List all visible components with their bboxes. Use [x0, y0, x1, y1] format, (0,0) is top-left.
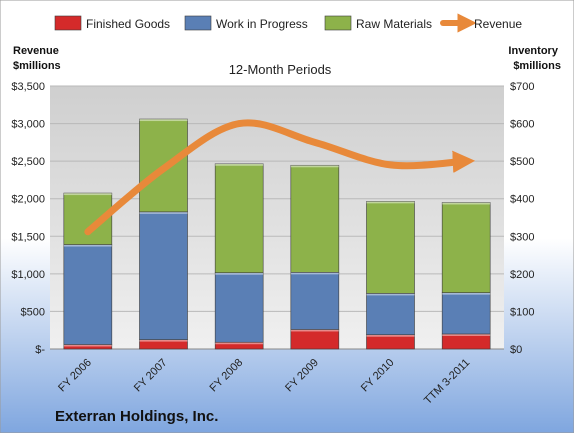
right-tick-label: $300 — [510, 231, 534, 243]
right-tick-label: $400 — [510, 194, 534, 206]
bar-segment-highlight — [366, 293, 415, 296]
right-axis-title-line-1: Inventory — [508, 45, 558, 57]
bar-segment — [63, 244, 113, 345]
left-axis-title: Revenue $millions — [13, 45, 62, 72]
bar-segment — [441, 333, 491, 350]
legend-label: Revenue — [474, 17, 522, 31]
bar-segment — [290, 272, 340, 330]
revenue-line — [84, 119, 476, 236]
bar-segment-highlight — [290, 272, 339, 275]
bar-segment — [441, 292, 491, 335]
right-tick-label: $700 — [510, 81, 534, 93]
legend-swatch — [324, 15, 352, 31]
bar-segment-highlight — [139, 211, 188, 214]
left-tick-label: $3,000 — [11, 119, 45, 131]
right-tick-label: $0 — [510, 344, 522, 356]
chart-subtitle: 12-Month Periods — [229, 62, 332, 77]
right-tick-label: $200 — [510, 269, 534, 281]
company-name: Exterran Holdings, Inc. — [55, 408, 218, 425]
bar-segment-highlight — [366, 201, 415, 204]
bar-segment — [290, 329, 340, 350]
bar-segment-highlight — [215, 163, 264, 166]
right-tick-label: $500 — [510, 156, 534, 168]
bar-segment-highlight — [63, 344, 112, 347]
legend-swatch — [184, 15, 212, 31]
bar-segment — [366, 334, 415, 350]
left-tick-label: $1,000 — [11, 269, 45, 281]
bar-segment — [366, 201, 415, 294]
bar-segment-highlight — [442, 202, 491, 205]
bar-segment — [214, 272, 264, 343]
bar-segment-highlight — [442, 333, 491, 336]
bar-segment — [290, 164, 340, 273]
bar-segment-highlight — [139, 119, 188, 122]
bar-segment — [441, 202, 491, 293]
left-tick-label: $500 — [21, 306, 45, 318]
left-tick-label: $3,500 — [11, 81, 45, 93]
left-axis-title-line-1: Revenue — [13, 45, 59, 57]
bar-segment-highlight — [63, 193, 112, 196]
left-axis-title-line-2: $millions — [13, 60, 61, 72]
bar-segment-highlight — [139, 339, 188, 342]
legend: Finished Goods Work in Progress Raw Materi… — [54, 13, 522, 33]
bar-segment-highlight — [366, 334, 415, 337]
bar-segment-highlight — [215, 342, 264, 345]
legend-label: Raw Materials — [356, 17, 432, 31]
right-tick-label: $600 — [510, 119, 534, 131]
left-tick-label: $- — [35, 344, 45, 356]
bar-segment-highlight — [290, 165, 339, 168]
left-axis-ticks: $- $500 $1,000 $1,500 $2,000 $2,500 $3,000 $3,5… — [11, 81, 45, 356]
legend-swatch — [54, 15, 82, 31]
bar-segment — [214, 163, 264, 274]
left-tick-label: $2,500 — [11, 156, 45, 168]
legend-label: Finished Goods — [86, 17, 170, 31]
bar-segment-highlight — [442, 292, 491, 295]
bars — [63, 118, 491, 350]
right-axis-title: Inventory $millions — [508, 45, 561, 72]
bar-segment-highlight — [63, 244, 112, 247]
bar-segment — [139, 211, 188, 340]
bar-segment-highlight — [290, 329, 339, 332]
bar-segment-highlight — [215, 272, 264, 275]
bar-segment — [366, 293, 415, 336]
left-tick-label: $1,500 — [11, 231, 45, 243]
right-axis-ticks: $0 $100 $200 $300 $400 $500 $600 $700 — [510, 81, 534, 356]
revenue-line-path — [84, 119, 476, 236]
right-axis-title-line-2: $millions — [513, 60, 561, 72]
legend-label: Work in Progress — [216, 17, 308, 31]
right-tick-label: $100 — [510, 306, 534, 318]
left-tick-label: $2,000 — [11, 194, 45, 206]
